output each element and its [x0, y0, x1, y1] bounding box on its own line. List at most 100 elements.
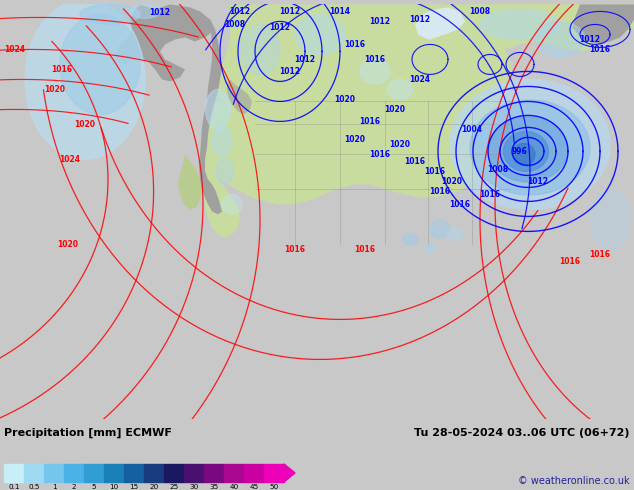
Text: 1020: 1020	[384, 105, 406, 114]
Ellipse shape	[430, 220, 450, 239]
Text: 1016: 1016	[285, 245, 306, 254]
Ellipse shape	[503, 131, 548, 172]
Bar	[264, 464, 284, 482]
Text: 1016: 1016	[404, 157, 425, 166]
Ellipse shape	[205, 89, 231, 129]
Text: 1012: 1012	[527, 177, 548, 186]
Bar	[124, 464, 144, 482]
Text: 45: 45	[249, 484, 259, 490]
Polygon shape	[464, 122, 488, 142]
Text: 1008: 1008	[488, 165, 508, 174]
Bar	[84, 464, 104, 482]
Text: 1016: 1016	[590, 45, 611, 54]
Text: 1020: 1020	[58, 240, 79, 249]
Text: 20: 20	[150, 484, 158, 490]
Text: 1016: 1016	[425, 167, 446, 176]
Ellipse shape	[212, 126, 232, 156]
Text: 1008: 1008	[469, 7, 491, 16]
Polygon shape	[199, 20, 222, 215]
Text: 1008: 1008	[224, 20, 245, 29]
Polygon shape	[200, 147, 240, 238]
Ellipse shape	[295, 14, 345, 54]
Text: 50: 50	[269, 484, 278, 490]
Ellipse shape	[590, 190, 630, 249]
Text: 1020: 1020	[75, 120, 96, 129]
Ellipse shape	[216, 159, 234, 184]
Polygon shape	[482, 4, 575, 42]
Bar	[144, 464, 164, 482]
Text: 1020: 1020	[389, 140, 410, 149]
Text: 1024: 1024	[4, 45, 25, 54]
Text: Precipitation [mm] ECMWF: Precipitation [mm] ECMWF	[4, 428, 172, 438]
Text: 1016: 1016	[479, 190, 500, 199]
Ellipse shape	[513, 144, 535, 166]
Text: © weatheronline.co.uk: © weatheronline.co.uk	[519, 476, 630, 486]
Bar	[44, 464, 64, 482]
Ellipse shape	[488, 117, 568, 182]
Text: 1012: 1012	[230, 7, 250, 16]
Text: 1012: 1012	[150, 8, 171, 17]
Ellipse shape	[403, 233, 418, 245]
Ellipse shape	[424, 243, 436, 252]
Text: 1012: 1012	[269, 23, 290, 32]
Bar	[64, 464, 84, 482]
Ellipse shape	[535, 22, 585, 57]
Text: 1016: 1016	[354, 245, 375, 254]
Polygon shape	[115, 4, 215, 81]
Text: 2: 2	[72, 484, 76, 490]
Polygon shape	[210, 4, 634, 101]
Ellipse shape	[450, 79, 610, 209]
Bar	[224, 464, 244, 482]
Text: 1020: 1020	[335, 95, 356, 104]
Ellipse shape	[480, 9, 560, 39]
Bar	[24, 464, 44, 482]
Text: 30: 30	[190, 484, 198, 490]
Text: 1016: 1016	[51, 65, 72, 74]
Polygon shape	[415, 7, 465, 39]
Text: 1012: 1012	[370, 17, 391, 26]
Text: 25: 25	[169, 484, 179, 490]
Ellipse shape	[240, 24, 280, 74]
Text: 1024: 1024	[60, 155, 81, 164]
Text: 1016: 1016	[344, 40, 365, 49]
Text: 0.1: 0.1	[8, 484, 20, 490]
Bar	[184, 464, 204, 482]
Text: 1004: 1004	[462, 125, 482, 134]
Polygon shape	[284, 464, 295, 482]
Text: 0.5: 0.5	[29, 484, 40, 490]
Text: 1012: 1012	[280, 7, 301, 16]
Text: 1020: 1020	[344, 135, 365, 144]
Polygon shape	[178, 154, 202, 209]
Text: 1012: 1012	[280, 67, 301, 76]
Polygon shape	[227, 79, 252, 115]
Ellipse shape	[25, 0, 145, 159]
Bar	[4, 464, 24, 482]
Text: 1012: 1012	[579, 35, 600, 44]
Text: 1012: 1012	[410, 15, 430, 24]
Ellipse shape	[80, 4, 140, 24]
Text: 10: 10	[110, 484, 119, 490]
Ellipse shape	[60, 14, 140, 115]
Ellipse shape	[387, 79, 413, 99]
Text: 996: 996	[512, 147, 528, 156]
Text: 1016: 1016	[559, 257, 581, 266]
Text: 35: 35	[209, 484, 219, 490]
Text: 1016: 1016	[359, 117, 380, 126]
Text: 40: 40	[230, 484, 238, 490]
Text: Tu 28-05-2024 03..06 UTC (06+72): Tu 28-05-2024 03..06 UTC (06+72)	[415, 428, 630, 438]
Ellipse shape	[448, 228, 462, 241]
Bar	[164, 464, 184, 482]
Text: 1016: 1016	[450, 200, 470, 209]
Text: 1020: 1020	[441, 177, 462, 186]
Text: 1024: 1024	[410, 75, 430, 84]
Bar	[244, 464, 264, 482]
Polygon shape	[572, 4, 634, 45]
Text: 5: 5	[92, 484, 96, 490]
Bar	[204, 464, 224, 482]
Ellipse shape	[130, 4, 160, 19]
Text: 1016: 1016	[365, 55, 385, 64]
Ellipse shape	[222, 195, 242, 215]
Text: 1016: 1016	[429, 187, 451, 196]
Text: 1012: 1012	[295, 55, 316, 64]
Polygon shape	[200, 45, 512, 204]
